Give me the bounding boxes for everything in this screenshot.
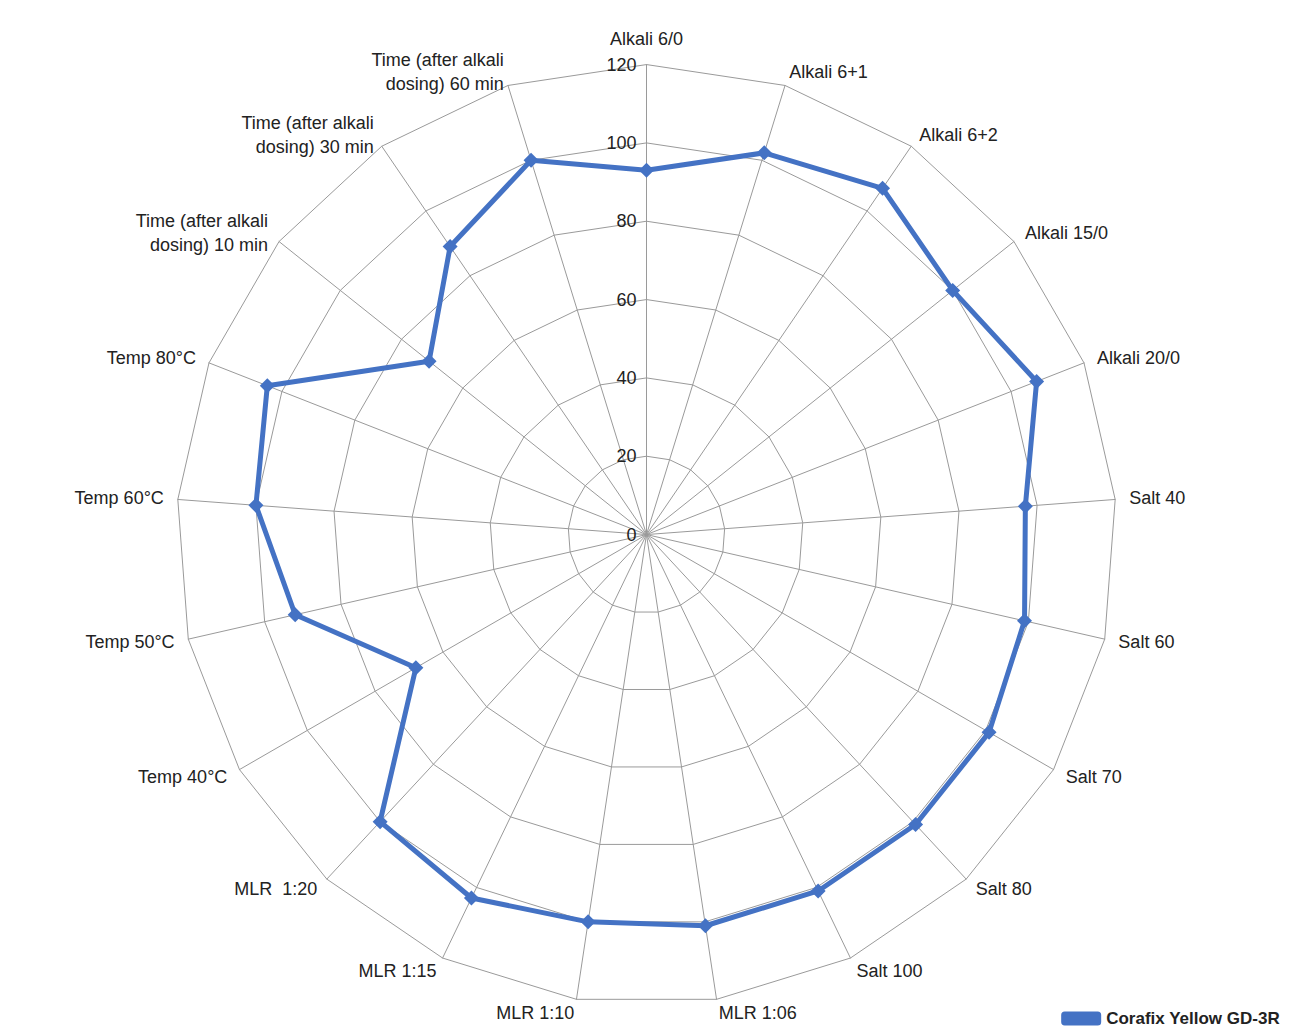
svg-text:Corafix Yellow GD-3R: Corafix Yellow GD-3R: [1106, 1009, 1280, 1028]
svg-text:0: 0: [626, 525, 636, 545]
svg-text:20: 20: [616, 446, 636, 466]
svg-text:dosing) 10 min: dosing) 10 min: [150, 235, 268, 255]
svg-text:60: 60: [616, 290, 636, 310]
svg-text:Temp 60°C: Temp 60°C: [75, 488, 164, 508]
svg-text:Alkali 6/0: Alkali 6/0: [610, 29, 683, 49]
svg-text:Salt 70: Salt 70: [1066, 767, 1122, 787]
svg-text:80: 80: [616, 211, 636, 231]
svg-text:Alkali 6+1: Alkali 6+1: [789, 62, 868, 82]
svg-text:Alkali 6+2: Alkali 6+2: [919, 125, 998, 145]
svg-text:Salt 60: Salt 60: [1118, 632, 1174, 652]
svg-text:Time (after alkali: Time (after alkali: [371, 50, 503, 70]
svg-text:dosing) 30 min: dosing) 30 min: [256, 137, 374, 157]
svg-text:Temp 50°C: Temp 50°C: [85, 632, 174, 652]
svg-text:Alkali 20/0: Alkali 20/0: [1097, 348, 1180, 368]
svg-text:Time (after alkali: Time (after alkali: [241, 113, 373, 133]
svg-text:100: 100: [606, 133, 636, 153]
svg-text:Alkali 15/0: Alkali 15/0: [1025, 223, 1108, 243]
svg-text:40: 40: [616, 368, 636, 388]
svg-text:Salt 80: Salt 80: [976, 879, 1032, 899]
svg-text:120: 120: [606, 55, 636, 75]
svg-text:Salt 40: Salt 40: [1129, 488, 1185, 508]
svg-text:Time (after alkali: Time (after alkali: [136, 211, 268, 231]
svg-text:MLR 1:20: MLR 1:20: [234, 879, 317, 899]
svg-text:Temp 40°C: Temp 40°C: [138, 767, 227, 787]
svg-text:Temp 80°C: Temp 80°C: [107, 348, 196, 368]
svg-text:MLR 1:10: MLR 1:10: [496, 1003, 574, 1023]
svg-text:Salt 100: Salt 100: [856, 961, 922, 981]
svg-text:MLR 1:06: MLR 1:06: [719, 1003, 797, 1023]
svg-text:MLR 1:15: MLR 1:15: [358, 961, 436, 981]
svg-text:dosing) 60 min: dosing) 60 min: [386, 74, 504, 94]
